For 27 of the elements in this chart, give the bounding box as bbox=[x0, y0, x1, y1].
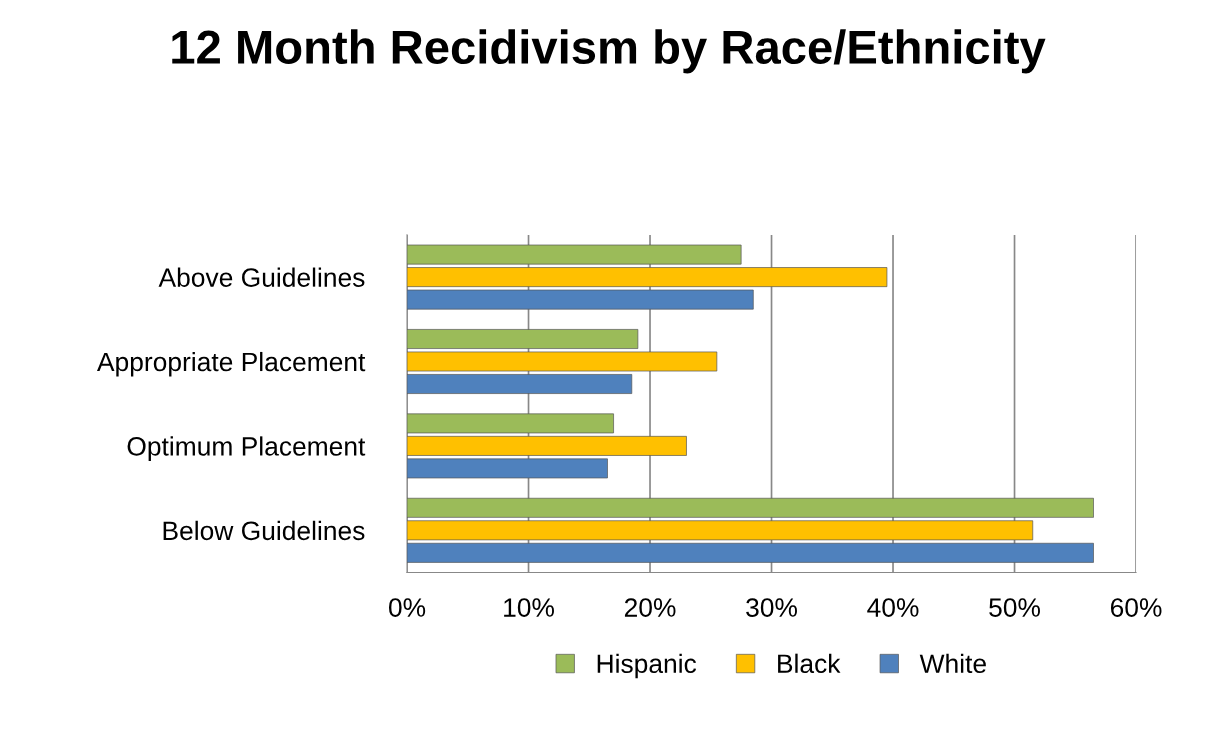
bar bbox=[407, 329, 639, 349]
bar bbox=[407, 267, 888, 287]
y-tick-label: Optimum Placement bbox=[127, 436, 366, 461]
y-tick-label: Below Guidelines bbox=[163, 520, 365, 541]
x-tick-label: 50% bbox=[989, 598, 1040, 617]
legend-label: Black bbox=[778, 653, 841, 674]
legend-label: Hispanic bbox=[597, 653, 697, 679]
bar bbox=[407, 351, 718, 372]
bar bbox=[407, 244, 742, 265]
bar bbox=[407, 413, 614, 434]
bar bbox=[407, 497, 1094, 518]
y-tick-label: Appropriate Placement bbox=[96, 351, 366, 377]
x-tick-label: 40% bbox=[867, 598, 919, 617]
bar bbox=[407, 374, 633, 394]
x-tick-label: 30% bbox=[746, 598, 797, 617]
y-tick-label: Above Guidelines bbox=[158, 267, 365, 287]
x-tick-label: 10% bbox=[504, 598, 554, 617]
legend-label: White bbox=[919, 653, 986, 674]
bar bbox=[407, 289, 754, 310]
bar bbox=[407, 458, 608, 479]
x-tick-label: 60% bbox=[1110, 598, 1162, 617]
chart-title: 12 Month Recidivism by Race/Ethnicity bbox=[172, 29, 1046, 74]
bar bbox=[407, 520, 1034, 541]
bar bbox=[407, 435, 687, 456]
x-tick-label: 0% bbox=[388, 598, 426, 617]
bar bbox=[407, 542, 1094, 563]
x-tick-label: 20% bbox=[624, 598, 676, 617]
